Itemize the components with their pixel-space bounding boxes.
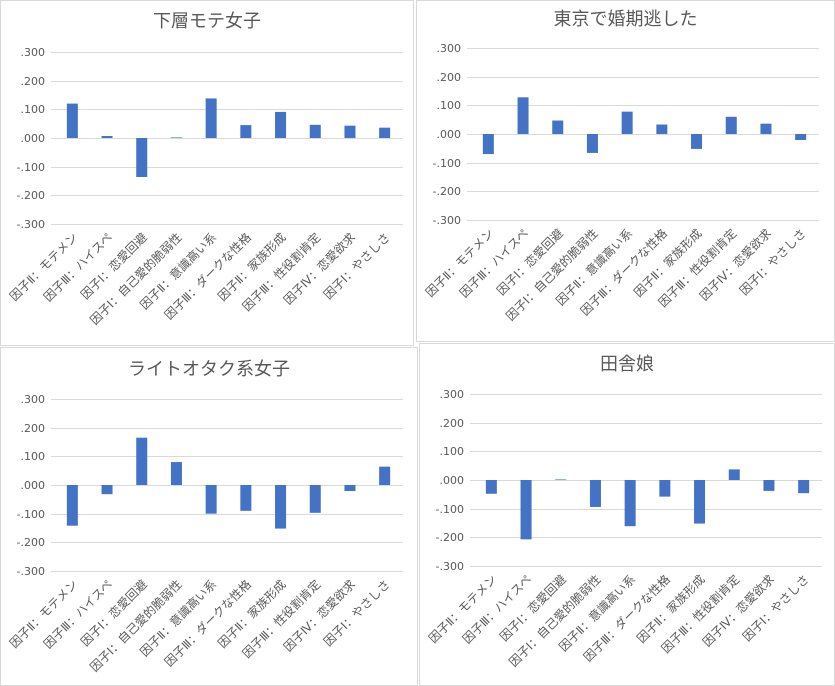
bar [379,466,391,485]
y-tick-label: -.200 [436,531,464,544]
bar [760,123,772,134]
chart-panel-light-otaku-joshi: ライトオタク系女子 .300 .200 .100 .000 -.100 -.200 -.30… [0,347,418,686]
bar-chart: .300 .200 .100 .000 -.100 -.200 -.300因子Ⅱ：モテメン因… [423,42,819,324]
bar-chart: .300 .200 .100 .000 -.100 -.200 -.300因子Ⅱ：モテメン因… [7,46,403,328]
chart-title: 東京で婚期逃した [553,9,698,30]
x-axis: 因子Ⅱ：モテメン因子Ⅲ：ハイスペ因子Ⅰ：恋愛回避因子Ⅰ：自己愛的脆弱性因子Ⅱ：意… [7,230,393,328]
bar [589,480,601,507]
bar [205,98,217,138]
chart-panel-inaka-musume: 田舎娘 .300 .200 .100 .000 -.100 -.200 -.300 因子Ⅱ：モ… [419,343,835,686]
bar [691,134,703,149]
y-tick-label: .100 [440,445,465,458]
bars [485,469,810,540]
bar [586,134,598,153]
y-tick-label: -.200 [17,189,45,202]
y-tick-label: .100 [21,103,46,116]
bar [136,437,148,485]
y-tick-label: .000 [440,474,465,487]
bars [482,97,807,155]
y-tick-label: .200 [21,75,46,88]
y-tick-label: .300 [437,42,462,55]
y-axis: .300 .200 .100 .000 -.100 -.200 -.300 [436,388,464,573]
y-tick-label: -.200 [433,185,461,198]
bar [621,111,633,134]
bar [555,479,567,481]
chart-panel-tokyo-konki: 東京で婚期逃した .300 .200 .100 .000 -.100 -.200 -.300… [416,0,835,342]
bar [485,480,497,494]
bar [275,111,287,138]
bar-chart: .300 .200 .100 .000 -.100 -.200 -.300因子Ⅱ：モテメン因… [426,388,822,670]
bar [66,103,78,138]
x-axis: 因子Ⅱ：モテメン因子Ⅲ：ハイスペ因子Ⅰ：恋愛回避因子Ⅰ：自己愛的脆弱性因子Ⅱ：意… [423,226,809,324]
bar [656,124,668,134]
bar [344,125,356,138]
y-tick-label: .100 [21,450,46,463]
y-tick-label: .000 [437,128,462,141]
bar [344,485,356,492]
y-tick-label: .200 [437,71,462,84]
bar [309,485,321,513]
bar [798,480,810,494]
y-tick-label: .100 [437,99,462,112]
y-tick-label: .300 [21,393,46,406]
y-tick-label: -.100 [436,503,464,516]
chart-panel-kaso-mote-joshi: 下層モテ女子 .300 .200 .100 .000 -.100 -.200 -.300 因子… [0,0,414,346]
y-tick-label: -.300 [17,218,45,231]
bar [101,135,113,138]
bar [795,134,807,141]
bar [240,485,252,511]
y-tick-label: -.100 [17,161,45,174]
y-tick-label: -.100 [433,157,461,170]
chart-title: 田舎娘 [600,354,654,375]
bar [275,485,287,529]
gridlines [467,48,819,221]
bar [309,124,321,138]
y-tick-label: -.200 [17,536,45,549]
bars [66,98,391,177]
y-tick-label: .300 [440,388,465,401]
y-tick-label: .000 [21,479,46,492]
bar [552,120,564,134]
bar [170,462,182,485]
y-axis: .300 .200 .100 .000 -.100 -.200 -.300 [433,42,461,227]
bar [66,485,78,526]
y-tick-label: .200 [21,422,46,435]
y-tick-label: .200 [440,417,465,430]
bar [763,480,775,491]
bar-chart: .300 .200 .100 .000 -.100 -.200 -.300因子Ⅱ：モテメン因… [7,393,403,675]
bar [624,480,636,527]
bar [728,469,740,480]
bar [659,480,671,497]
x-axis: 因子Ⅱ：モテメン因子Ⅲ：ハイスペ因子Ⅰ：恋愛回避因子Ⅰ：自己愛的脆弱性因子Ⅱ：意… [426,572,812,670]
chart-title: 下層モテ女子 [153,11,261,32]
y-tick-label: -.300 [436,560,464,573]
chart-title: ライトオタク系女子 [128,359,290,380]
y-tick-label: -.300 [17,565,45,578]
y-tick-label: -.100 [17,508,45,521]
bars [66,437,391,529]
gridlines [51,52,403,225]
gridlines [51,399,403,572]
y-tick-label: .300 [21,46,46,59]
y-tick-label: -.300 [433,214,461,227]
y-axis: .300 .200 .100 .000 -.100 -.200 -.300 [17,393,45,578]
bar [725,116,737,134]
bar [520,480,532,540]
y-tick-label: .000 [21,132,46,145]
bar [517,97,529,134]
bar [170,137,182,139]
bar [136,138,148,177]
bar [205,485,217,514]
bar [379,127,391,138]
x-axis: 因子Ⅱ：モテメン因子Ⅲ：ハイスペ因子Ⅰ：恋愛回避因子Ⅰ：自己愛的脆弱性因子Ⅱ：意… [7,577,393,675]
bar [101,485,113,495]
bar [240,125,252,138]
y-axis: .300 .200 .100 .000 -.100 -.200 -.300 [17,46,45,231]
bar [482,134,494,155]
bar [694,480,706,524]
